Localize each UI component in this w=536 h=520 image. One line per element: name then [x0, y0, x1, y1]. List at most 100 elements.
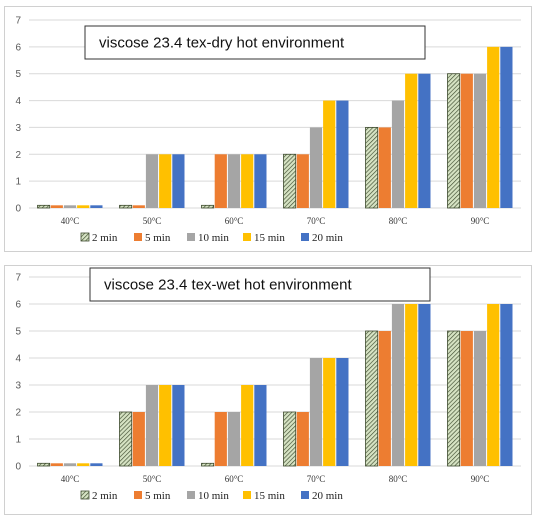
bar-15-min-90-c [487, 304, 500, 466]
bar-20-min-90-c [500, 46, 513, 208]
chart-title-box [89, 267, 431, 302]
bar-2-min-70-c [283, 153, 297, 209]
bar-2-min-50-c [119, 411, 133, 467]
legend-label-5-min: 5 min [145, 232, 171, 244]
y-tick-label: 0 [15, 462, 21, 473]
y-tick-label: 4 [15, 96, 21, 107]
bar-15-min-40-c [77, 205, 90, 208]
y-tick-label: 3 [15, 381, 21, 392]
bar-15-min-90-c [487, 46, 500, 208]
bar-10-min-50-c [145, 154, 159, 208]
legend-label-15-min: 15 min [254, 232, 285, 244]
legend-swatch-15-min [243, 233, 251, 241]
chart-panel-wet: 0 1 2 3 4 5 6 7 40°C 50°C 60°C 70°C 80°C 90°C 2 min 5 m… [4, 265, 532, 515]
chart-title-box [84, 25, 426, 60]
bar-10-min-70-c [309, 358, 323, 466]
y-tick-label: 6 [15, 300, 21, 311]
x-tick-label: 70°C [307, 216, 326, 226]
bar-5-min-80-c [378, 331, 391, 466]
bar-5-min-90-c [460, 73, 473, 208]
bar-5-min-50-c [132, 412, 145, 466]
y-tick-label: 5 [15, 327, 21, 338]
bar-2-min-40-c [37, 462, 51, 467]
x-tick-label: 70°C [307, 474, 326, 484]
bar-20-min-90-c [500, 304, 513, 466]
bar-10-min-50-c [145, 385, 159, 466]
x-tick-label: 50°C [143, 474, 162, 484]
bar-5-min-80-c [378, 127, 391, 208]
bar-2-min-50-c [119, 204, 133, 209]
legend-label-15-min: 15 min [254, 490, 285, 502]
bar-20-min-80-c [418, 304, 431, 466]
legend-label-2-min: 2 min [92, 490, 118, 502]
bar-2-min-70-c [283, 411, 297, 467]
bar-10-min-40-c [63, 463, 77, 466]
bar-5-min-60-c [214, 154, 227, 208]
legend-label-5-min: 5 min [145, 490, 171, 502]
bar-2-min-90-c [447, 330, 461, 467]
legend-swatch-20-min [301, 233, 309, 241]
bar-15-min-80-c [405, 73, 418, 208]
bar-10-min-40-c [63, 205, 77, 208]
bar-15-min-50-c [159, 385, 172, 466]
bar-5-min-40-c [50, 205, 63, 208]
bar-5-min-50-c [132, 205, 145, 208]
x-tick-label: 60°C [225, 474, 244, 484]
x-tick-label: 80°C [389, 474, 408, 484]
bar-20-min-60-c [254, 154, 267, 208]
y-tick-label: 4 [15, 354, 21, 365]
legend-label-20-min: 20 min [312, 232, 343, 244]
legend-label-10-min: 10 min [198, 490, 229, 502]
y-tick-label: 2 [15, 150, 21, 161]
bar-2-min-60-c [201, 204, 215, 209]
y-tick-label: 0 [15, 204, 21, 215]
x-tick-label: 80°C [389, 216, 408, 226]
legend-label-2-min: 2 min [92, 232, 118, 244]
bar-2-min-80-c [365, 127, 379, 209]
bar-5-min-60-c [214, 412, 227, 466]
x-tick-label: 90°C [471, 216, 490, 226]
legend-swatch-5-min [134, 491, 142, 499]
bar-5-min-70-c [296, 412, 309, 466]
bar-10-min-80-c [391, 304, 405, 466]
legend-swatch-15-min [243, 491, 251, 499]
bar-15-min-60-c [241, 154, 254, 208]
legend-swatch-10-min [187, 491, 195, 499]
bar-2-min-40-c [37, 204, 51, 209]
x-tick-label: 40°C [61, 216, 80, 226]
bar-2-min-60-c [201, 462, 215, 467]
bar-10-min-80-c [391, 100, 405, 208]
x-tick-label: 60°C [225, 216, 244, 226]
bar-15-min-70-c [323, 100, 336, 208]
bar-15-min-40-c [77, 463, 90, 466]
bar-20-min-60-c [254, 385, 267, 466]
bar-10-min-90-c [473, 331, 487, 466]
chart-title: viscose 23.4 tex-wet hot environment [104, 277, 352, 294]
x-tick-label: 50°C [143, 216, 162, 226]
bar-5-min-70-c [296, 154, 309, 208]
bar-20-min-50-c [172, 154, 185, 208]
y-tick-label: 3 [15, 123, 21, 134]
y-tick-label: 7 [15, 16, 21, 27]
bar-15-min-50-c [159, 154, 172, 208]
bar-15-min-80-c [405, 304, 418, 466]
bar-10-min-60-c [227, 154, 241, 208]
chart-panel-dry: 0 1 2 3 4 5 6 7 40°C 50°C 60°C 70°C 80°C 90°C 2 min 5 m… [4, 6, 532, 252]
bar-20-min-50-c [172, 385, 185, 466]
legend-swatch-10-min [187, 233, 195, 241]
y-tick-label: 5 [15, 69, 21, 80]
legend-swatch-2-min [80, 490, 90, 500]
legend-swatch-5-min [134, 233, 142, 241]
bar-20-min-40-c [90, 463, 103, 466]
bar-10-min-90-c [473, 73, 487, 208]
bar-2-min-80-c [365, 330, 379, 467]
bar-15-min-70-c [323, 358, 336, 466]
bar-10-min-70-c [309, 127, 323, 208]
y-tick-label: 2 [15, 408, 21, 419]
y-tick-label: 6 [15, 42, 21, 53]
legend-swatch-20-min [301, 491, 309, 499]
x-tick-label: 90°C [471, 474, 490, 484]
bar-20-min-70-c [336, 100, 349, 208]
y-tick-label: 7 [15, 273, 21, 284]
chart-wet-svg: 0 1 2 3 4 5 6 7 40°C 50°C 60°C 70°C 80°C 90°C 2 min 5 m… [15, 267, 521, 502]
